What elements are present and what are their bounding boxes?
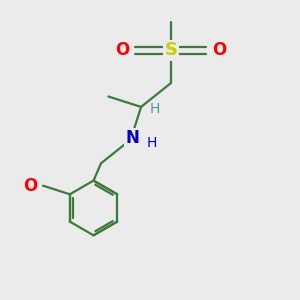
Text: S: S xyxy=(164,41,177,59)
Text: O: O xyxy=(23,177,38,195)
Text: H: H xyxy=(147,136,158,150)
Text: O: O xyxy=(212,41,226,59)
Text: N: N xyxy=(125,129,139,147)
Text: O: O xyxy=(116,41,130,59)
Text: H: H xyxy=(149,102,160,116)
